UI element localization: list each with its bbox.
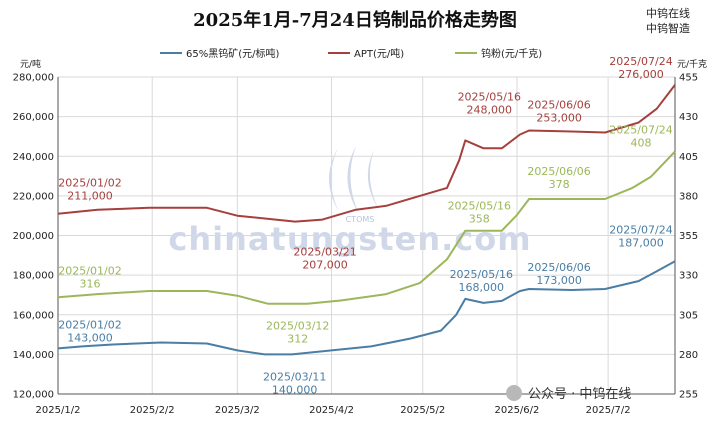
watermark-sub: CTOMS: [346, 215, 375, 224]
left-tick-label: 200,000: [13, 231, 54, 242]
watermark-text: chinatungsten.com: [168, 220, 531, 258]
left-tick-label: 220,000: [13, 191, 54, 202]
right-tick-label: 355: [679, 231, 698, 242]
annotation-date: 2025/06/06: [527, 165, 590, 178]
legend-label: 65%黑钨矿(元/标吨): [186, 47, 279, 60]
x-tick-label: 2025/5/2: [400, 405, 445, 416]
legend: 65%黑钨矿(元/标吨) APT(元/吨) 钨粉(元/千克): [160, 47, 542, 60]
left-tick-label: 160,000: [13, 310, 54, 321]
left-tick-label: 180,000: [13, 271, 54, 282]
right-tick-label: 455: [679, 73, 698, 84]
series-line-1: [57, 84, 676, 223]
left-tick-label: 280,000: [13, 73, 54, 84]
annotation-date: 2025/05/16: [448, 200, 511, 213]
x-tick-label: 2025/7/2: [586, 405, 631, 416]
wechat-icon: [506, 385, 522, 401]
annotation-date: 2025/05/16: [450, 268, 513, 281]
annotation-date: 2025/01/02: [58, 318, 121, 331]
annotation-value: 140,000: [272, 383, 318, 396]
annotation-value: 312: [287, 333, 308, 346]
watermark-logo-icon: [329, 146, 378, 212]
right-tick-label: 255: [679, 390, 698, 401]
annotation-value: 248,000: [467, 103, 513, 116]
legend-label: APT(元/吨): [354, 47, 404, 60]
annotation-date: 2025/03/21: [293, 246, 356, 259]
annotation-value: 207,000: [302, 259, 348, 272]
annotation-value: 408: [631, 136, 652, 149]
annotation-date: 2025/03/11: [263, 370, 326, 383]
left-tick-label: 120,000: [13, 390, 54, 401]
x-tick-label: 2025/6/2: [494, 405, 539, 416]
right-tick-label: 405: [679, 152, 698, 163]
annotation-date: 2025/06/06: [527, 98, 590, 111]
x-tick-label: 2025/1/2: [36, 405, 81, 416]
right-tick-label: 305: [679, 310, 698, 321]
legend-label: 钨粉(元/千克): [481, 47, 542, 60]
x-tick-label: 2025/3/2: [215, 405, 260, 416]
annotations: 2025/01/02211,0002025/03/21207,0002025/0…: [58, 55, 672, 396]
chart-title: 2025年1月-7月24日钨制品价格走势图: [193, 9, 517, 31]
annotation-value: 211,000: [67, 190, 113, 203]
left-tick-label: 260,000: [13, 112, 54, 123]
series-line-2: [57, 150, 676, 305]
brand-line-2: 中钨智造: [646, 21, 690, 35]
footer-text: 公众号 · 中钨在线: [528, 386, 631, 402]
annotation-date: 2025/07/24: [609, 223, 672, 236]
annotation-value: 316: [80, 277, 101, 290]
annotation-value: 276,000: [618, 68, 664, 81]
annotation-date: 2025/06/06: [527, 261, 590, 274]
annotation-value: 378: [549, 178, 570, 191]
axes: 120,000 255 140,000 280 160,000 305 180,000 330…: [13, 58, 707, 416]
annotation-date: 2025/03/12: [266, 320, 329, 333]
footer: 公众号 · 中钨在线: [506, 385, 631, 402]
series-layer: [57, 84, 676, 356]
annotation-date: 2025/07/24: [609, 123, 672, 136]
right-axis-unit: 元/千克: [677, 59, 707, 70]
right-tick-label: 380: [679, 191, 698, 202]
brand-line-1: 中钨在线: [646, 6, 690, 20]
series-line-0: [57, 260, 676, 356]
watermark: CTOMS chinatungsten.com: [168, 146, 531, 258]
annotation-date: 2025/07/24: [609, 55, 672, 68]
annotation-value: 253,000: [536, 111, 582, 124]
annotation-date: 2025/01/02: [58, 264, 121, 277]
annotation-value: 143,000: [67, 331, 113, 344]
right-tick-label: 280: [679, 350, 698, 361]
right-tick-label: 330: [679, 271, 698, 282]
annotation-date: 2025/01/02: [58, 177, 121, 190]
annotation-value: 173,000: [536, 274, 582, 287]
x-tick-label: 2025/2/2: [130, 405, 175, 416]
right-tick-label: 430: [679, 112, 698, 123]
annotation-value: 168,000: [459, 281, 505, 294]
annotation-date: 2025/05/16: [458, 90, 521, 103]
annotation-value: 358: [469, 213, 490, 226]
x-tick-label: 2025/4/2: [309, 405, 354, 416]
left-tick-label: 140,000: [13, 350, 54, 361]
annotation-value: 187,000: [618, 236, 664, 249]
left-tick-label: 240,000: [13, 152, 54, 163]
left-axis-unit: 元/吨: [20, 58, 41, 70]
